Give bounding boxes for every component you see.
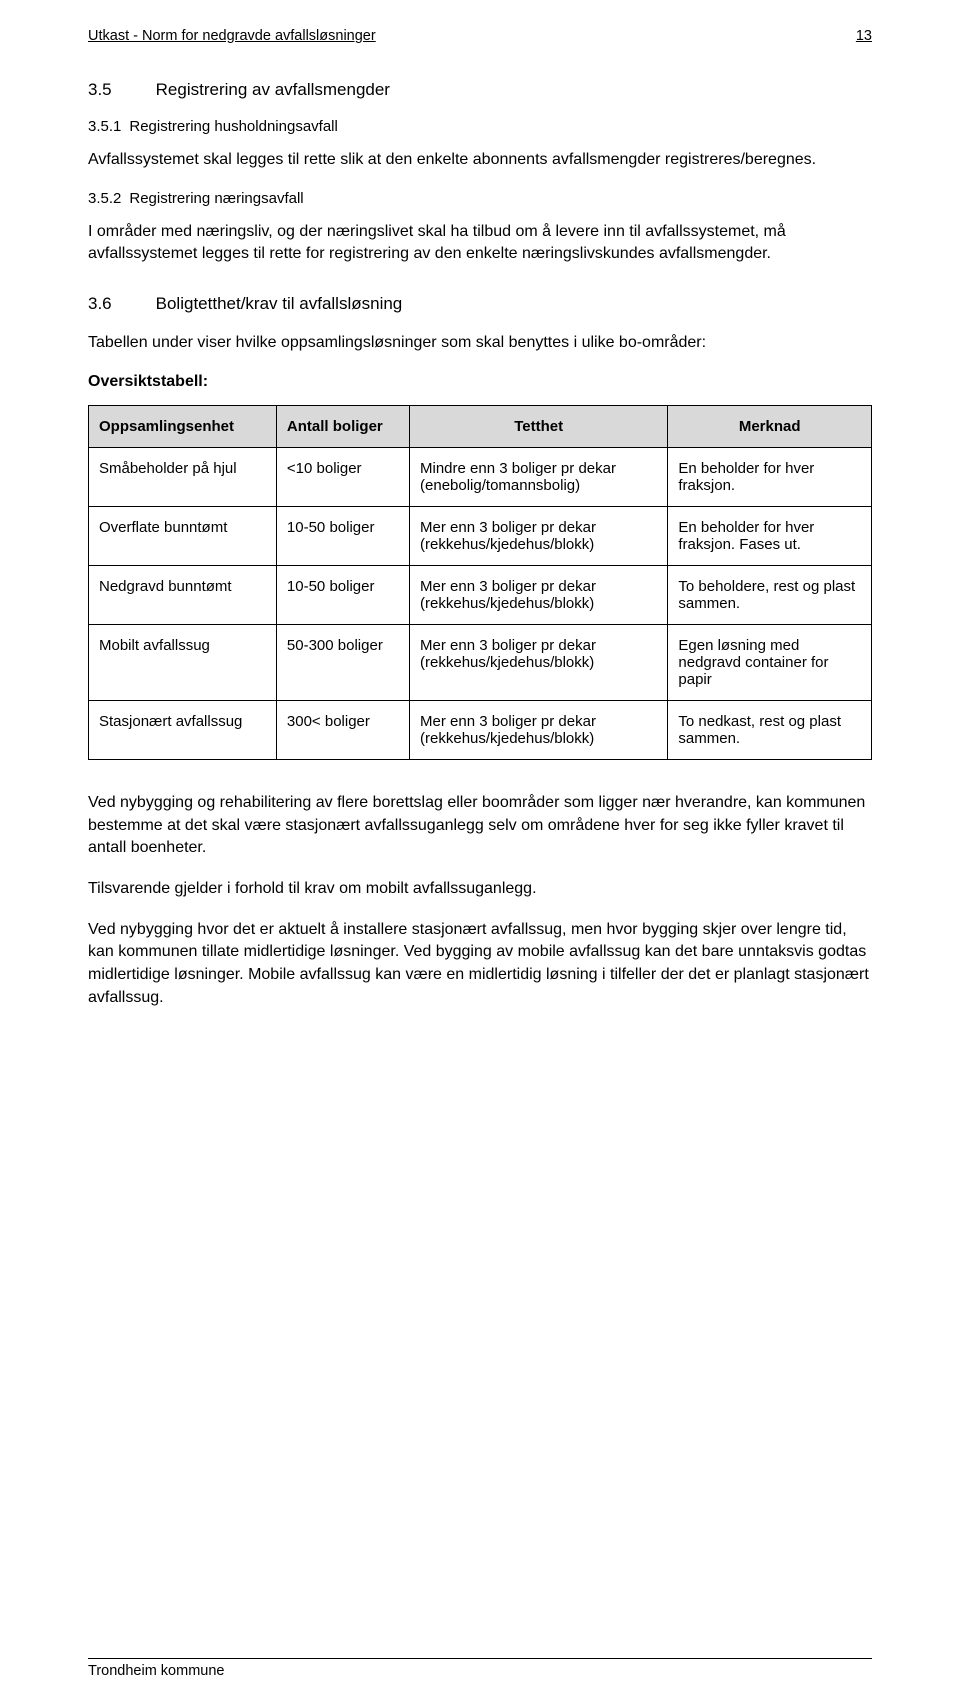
closing-paragraph-2: Tilsvarende gjelder i forhold til krav o… — [88, 878, 872, 901]
paragraph-36-intro: Tabellen under viser hvilke oppsamlingsl… — [88, 332, 872, 355]
paragraph-352: I områder med næringsliv, og der nærings… — [88, 221, 872, 266]
header-title: Utkast - Norm for nedgravde avfallsløsni… — [88, 28, 376, 44]
table-cell: To nedkast, rest og plast sammen. — [668, 700, 872, 759]
paragraph-351: Avfallssystemet skal legges til rette sl… — [88, 149, 872, 172]
subsection-heading-352: 3.5.2 Registrering næringsavfall — [88, 190, 872, 207]
table-cell: Egen løsning med nedgravd container for … — [668, 624, 872, 700]
table-cell: 300< boliger — [276, 700, 409, 759]
table-cell: En beholder for hver fraksjon. — [668, 447, 872, 506]
header-page-number: 13 — [856, 28, 872, 44]
section-title: Boligtetthet/krav til avfallsløsning — [156, 294, 403, 313]
table-cell: Småbeholder på hjul — [89, 447, 277, 506]
table-label: Oversiktstabell: — [88, 373, 872, 391]
table-cell: 10-50 boliger — [276, 565, 409, 624]
table-cell: To beholdere, rest og plast sammen. — [668, 565, 872, 624]
table-cell: <10 boliger — [276, 447, 409, 506]
subsection-title: Registrering husholdningsavfall — [129, 118, 337, 135]
table-row: Overflate bunntømt 10-50 boliger Mer enn… — [89, 506, 872, 565]
table-cell: En beholder for hver fraksjon. Fases ut. — [668, 506, 872, 565]
table-cell: Mobilt avfallssug — [89, 624, 277, 700]
subsection-heading-351: 3.5.1 Registrering husholdningsavfall — [88, 118, 872, 135]
subsection-number: 3.5.2 — [88, 190, 121, 207]
table-header-cell: Tetthet — [410, 405, 668, 447]
section-number: 3.5 — [88, 80, 112, 100]
table-cell: 50-300 boliger — [276, 624, 409, 700]
table-cell: Nedgravd bunntømt — [89, 565, 277, 624]
page-header: Utkast - Norm for nedgravde avfallsløsni… — [88, 28, 872, 44]
page-footer: Trondheim kommune — [88, 1658, 872, 1679]
table-header-cell: Merknad — [668, 405, 872, 447]
section-heading-36: 3.6 Boligtetthet/krav til avfallsløsning — [88, 294, 872, 314]
table-cell: Mer enn 3 boliger pr dekar (rekkehus/kje… — [410, 700, 668, 759]
table-header-cell: Oppsamlingsenhet — [89, 405, 277, 447]
table-row: Nedgravd bunntømt 10-50 boliger Mer enn … — [89, 565, 872, 624]
table-cell: Mer enn 3 boliger pr dekar (rekkehus/kje… — [410, 506, 668, 565]
table-cell: Mer enn 3 boliger pr dekar (rekkehus/kje… — [410, 565, 668, 624]
table-cell: Stasjonært avfallssug — [89, 700, 277, 759]
table-cell: 10-50 boliger — [276, 506, 409, 565]
subsection-number: 3.5.1 — [88, 118, 121, 135]
subsection-title: Registrering næringsavfall — [129, 190, 303, 207]
document-page: Utkast - Norm for nedgravde avfallsløsni… — [0, 0, 960, 1707]
table-row: Stasjonært avfallssug 300< boliger Mer e… — [89, 700, 872, 759]
closing-paragraph-3: Ved nybygging hvor det er aktuelt å inst… — [88, 919, 872, 1010]
table-header-row: Oppsamlingsenhet Antall boliger Tetthet … — [89, 405, 872, 447]
table-header-cell: Antall boliger — [276, 405, 409, 447]
table-row: Småbeholder på hjul <10 boliger Mindre e… — [89, 447, 872, 506]
section-heading-35: 3.5 Registrering av avfallsmengder — [88, 80, 872, 100]
table-cell: Mer enn 3 boliger pr dekar (rekkehus/kje… — [410, 624, 668, 700]
overview-table: Oppsamlingsenhet Antall boliger Tetthet … — [88, 405, 872, 760]
footer-text: Trondheim kommune — [88, 1663, 224, 1679]
table-cell: Mindre enn 3 boliger pr dekar (enebolig/… — [410, 447, 668, 506]
closing-paragraph-1: Ved nybygging og rehabilitering av flere… — [88, 792, 872, 860]
table-cell: Overflate bunntømt — [89, 506, 277, 565]
section-number: 3.6 — [88, 294, 112, 314]
table-row: Mobilt avfallssug 50-300 boliger Mer enn… — [89, 624, 872, 700]
section-title: Registrering av avfallsmengder — [156, 80, 390, 99]
